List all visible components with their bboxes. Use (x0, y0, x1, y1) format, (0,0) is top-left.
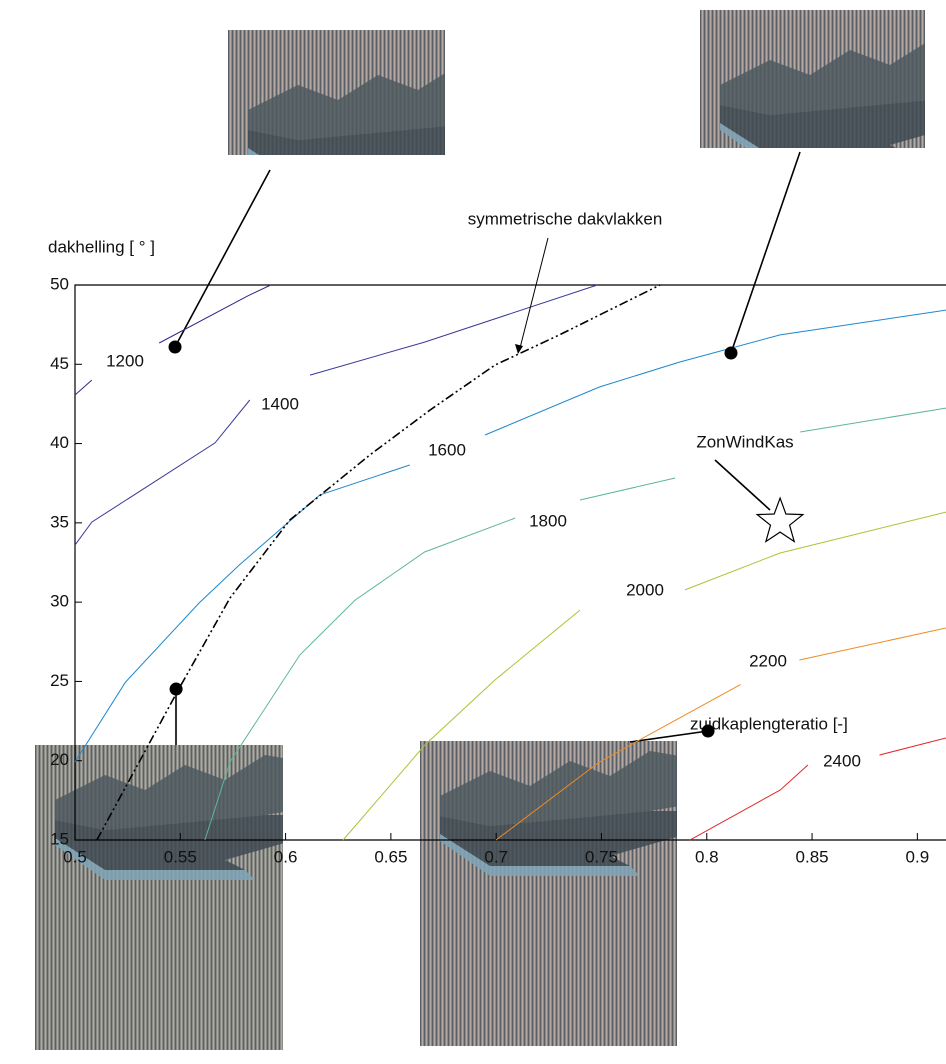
x-tick-label: 0.6 (274, 847, 298, 866)
y-tick-label: 45 (50, 354, 69, 373)
x-tick-label: 0.8 (695, 847, 719, 866)
sample-point (702, 725, 715, 738)
contour-label: 1200 (106, 351, 144, 370)
contour-line (75, 310, 946, 762)
contour-line (75, 285, 271, 395)
x-tick-label: 0.75 (585, 847, 618, 866)
contour-line (75, 285, 597, 545)
contour-line (690, 738, 946, 840)
y-axis-label: dakhelling [ ° ] (48, 237, 155, 256)
annotation-arrow (715, 460, 770, 510)
contour-label: 2000 (626, 580, 664, 599)
annotation-arrow (520, 238, 548, 348)
y-tick-label: 30 (50, 592, 69, 611)
x-tick-label: 0.65 (374, 847, 407, 866)
contour-label: 1400 (261, 394, 299, 413)
sample-point (724, 347, 737, 360)
y-tick-label: 50 (50, 274, 69, 293)
y-tick-label: 40 (50, 433, 69, 452)
annotation: ZonWindKas (696, 432, 793, 451)
sample-point (170, 683, 183, 696)
x-tick-label: 0.55 (164, 847, 197, 866)
x-tick-label: 0.85 (796, 847, 829, 866)
y-tick-label: 35 (50, 512, 69, 531)
thumbnail (35, 720, 295, 1050)
chart: dakhelling [ ° ] zuidkaplengteratio [-] … (0, 0, 946, 1064)
contour-label: 2400 (823, 751, 861, 770)
x-tick-label: 0.9 (906, 847, 930, 866)
contour-label: 1600 (428, 440, 466, 459)
thumbnail (420, 716, 680, 1046)
sample-point (169, 341, 182, 354)
annotation: symmetrische dakvlakken (468, 209, 663, 228)
y-tick-label: 25 (50, 671, 69, 690)
contour-label: 1800 (529, 511, 567, 530)
x-tick-label: 0.7 (484, 847, 508, 866)
y-tick-label: 20 (50, 750, 69, 769)
x-tick-label: 0.5 (63, 847, 87, 866)
y-tick-label: 15 (50, 829, 69, 848)
thumbnail (228, 30, 488, 360)
contour-label: 2200 (749, 651, 787, 670)
